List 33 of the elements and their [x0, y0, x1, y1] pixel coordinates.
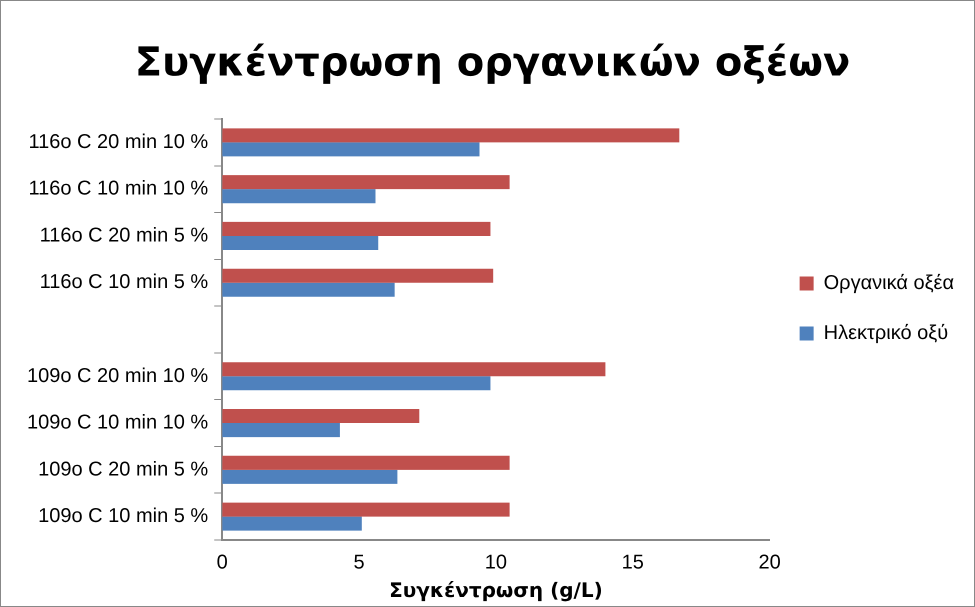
bar	[222, 470, 398, 484]
bar	[222, 282, 395, 297]
y-tick-label: 109o C 20 min 5 %	[38, 458, 208, 480]
y-tick-label: 109o C 10 min 10 %	[26, 412, 208, 434]
x-tick-label: 5	[354, 552, 365, 574]
y-tick-label: 109o C 10 min 5 %	[38, 505, 208, 528]
bar	[222, 376, 490, 390]
x-tick-label: 15	[622, 552, 644, 574]
bar	[222, 362, 606, 376]
chart-title: Συγκέντρωση οργανικών οξέων	[134, 39, 850, 86]
bar	[222, 502, 510, 517]
bar	[222, 516, 362, 531]
bar	[222, 128, 680, 142]
x-tick-label: 10	[484, 552, 508, 574]
y-tick-label: 109o C 20 min 10 %	[26, 364, 208, 387]
y-tick-label: 116o C 20 min 10 %	[28, 130, 208, 153]
bar	[222, 268, 494, 283]
bar	[222, 456, 510, 470]
x-axis-title: Συγκέντρωση (g/L)	[389, 578, 603, 602]
y-tick-label: 116o C 10 min 10 %	[28, 178, 208, 200]
y-tick-label: 116o C 20 min 5 %	[40, 224, 208, 246]
legend-label: Οργανικά οξέα	[824, 272, 954, 294]
bar	[222, 222, 490, 236]
bar	[222, 142, 480, 156]
x-tick-label: 0	[216, 552, 228, 574]
bar	[222, 175, 510, 190]
bar	[222, 236, 378, 250]
bar	[222, 189, 376, 204]
legend-label: Ηλεκτρικό οξύ	[824, 322, 948, 344]
x-tick-label: 20	[758, 552, 781, 574]
bar	[222, 409, 420, 424]
bar	[222, 423, 340, 438]
y-tick-label: 116o C 10 min 5 %	[40, 271, 208, 294]
